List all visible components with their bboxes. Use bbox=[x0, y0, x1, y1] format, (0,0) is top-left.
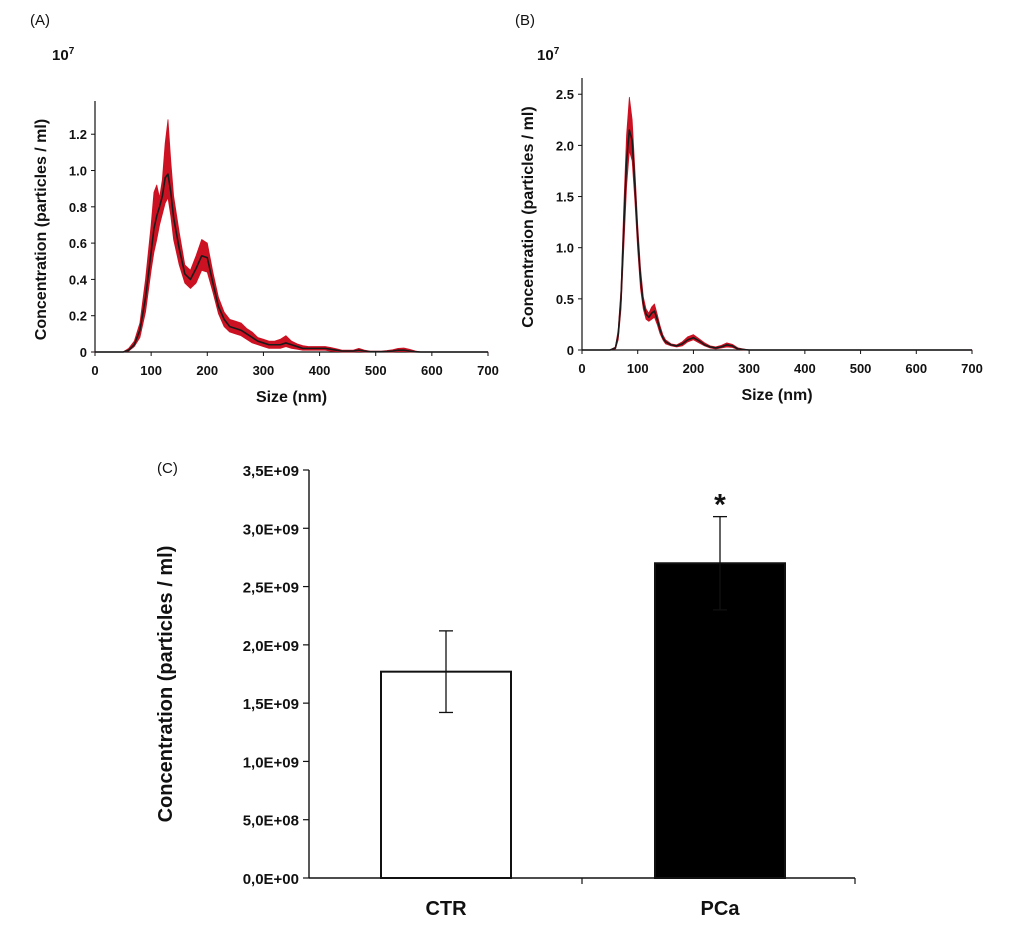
x-tick-label: 500 bbox=[365, 363, 387, 378]
x-tick-label: 100 bbox=[140, 363, 162, 378]
x-tick-label: 600 bbox=[421, 363, 443, 378]
y-axis-title: Concentration (particles / ml) bbox=[520, 106, 537, 327]
y-axis-title: Concentration (particles / ml) bbox=[33, 119, 50, 340]
y-tick-label: 1.0 bbox=[69, 164, 87, 179]
mean-line bbox=[582, 129, 972, 351]
y-tick-label: 0 bbox=[567, 343, 574, 358]
y-tick-label: 0.8 bbox=[69, 200, 87, 215]
mean-line bbox=[95, 173, 488, 353]
category-label: CTR bbox=[425, 898, 467, 920]
x-tick-label: 300 bbox=[738, 361, 760, 376]
panel-label: (A) bbox=[30, 12, 50, 29]
x-axis-title: Size (nm) bbox=[256, 389, 327, 406]
x-tick-label: 200 bbox=[683, 361, 705, 376]
y-tick-label: 1,5E+09 bbox=[243, 696, 299, 713]
y-tick-label: 0.2 bbox=[69, 309, 87, 324]
x-tick-label: 700 bbox=[961, 361, 983, 376]
y-tick-label: 0 bbox=[80, 345, 87, 360]
y-tick-label: 1.5 bbox=[556, 190, 574, 205]
x-tick-label: 400 bbox=[794, 361, 816, 376]
panel-c: (C) 0,0E+00 5,0E+08 1,0E+09 1,5E+09 2,0E+09 2,… bbox=[155, 460, 856, 920]
y-tick-label: 5,0E+08 bbox=[243, 813, 299, 830]
category-label: PCa bbox=[701, 898, 741, 920]
y-tick-label: 0.4 bbox=[69, 272, 88, 287]
y-tick-label: 3,0E+09 bbox=[243, 521, 299, 538]
x-tick-label: 700 bbox=[477, 363, 499, 378]
x-tick-label: 200 bbox=[196, 363, 218, 378]
error-band bbox=[581, 96, 973, 351]
x-tick-label: 500 bbox=[850, 361, 872, 376]
y-tick-label: 1.0 bbox=[556, 241, 574, 256]
y-tick-label: 3,5E+09 bbox=[243, 463, 299, 480]
panel-label: (B) bbox=[515, 12, 535, 29]
y-axis-title: Concentration (particles / ml) bbox=[155, 546, 177, 823]
x-tick-label: 300 bbox=[253, 363, 275, 378]
y-tick-label: 1.2 bbox=[69, 127, 87, 142]
bar-pca bbox=[654, 562, 786, 879]
panel-label: (C) bbox=[157, 460, 178, 477]
y-tick-label: 0.6 bbox=[69, 236, 87, 251]
panel-a: (A)107 0 100 200 300 400 500 600 700 0 0.2 0.4 0.6 0.… bbox=[30, 12, 499, 406]
y-tick-label: 2,5E+09 bbox=[243, 580, 299, 597]
x-axis-title: Size (nm) bbox=[741, 387, 812, 404]
y-multiplier-label: 107 bbox=[537, 46, 560, 64]
y-tick-label: 0.5 bbox=[556, 292, 574, 307]
significance-marker: * bbox=[714, 489, 726, 522]
x-tick-label: 400 bbox=[309, 363, 331, 378]
panel-b: (B)107 0 100 200 300 400 500 600 700 0 0.5 1.0 1.5 2.… bbox=[515, 12, 983, 404]
x-tick-label: 600 bbox=[905, 361, 927, 376]
y-tick-label: 2.0 bbox=[556, 138, 574, 153]
y-tick-label: 2,0E+09 bbox=[243, 638, 299, 655]
error-band bbox=[94, 119, 489, 353]
y-multiplier-label: 107 bbox=[52, 46, 75, 64]
y-tick-label: 2.5 bbox=[556, 87, 574, 102]
x-tick-label: 0 bbox=[578, 361, 585, 376]
x-tick-label: 100 bbox=[627, 361, 649, 376]
x-tick-label: 0 bbox=[91, 363, 98, 378]
y-tick-label: 0,0E+00 bbox=[243, 871, 299, 888]
y-tick-label: 1,0E+09 bbox=[243, 754, 299, 771]
